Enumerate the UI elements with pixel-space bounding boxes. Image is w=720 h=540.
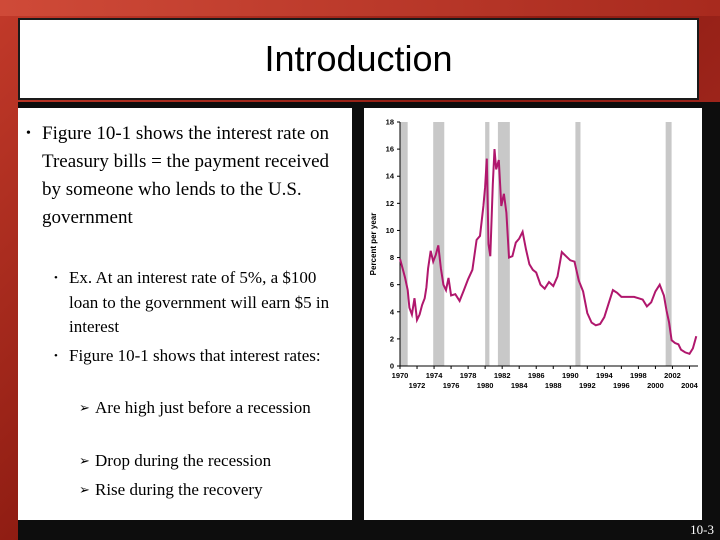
y-ticks: 0 2 4 6 8 10 12 14 16 18 (386, 118, 400, 371)
sub-bullet-2: Figure 10-1 shows that interest rates: (69, 346, 321, 365)
x-tick-label: 1976 (443, 381, 460, 390)
y-tick-label: 6 (390, 280, 394, 289)
slide-title: Introduction (264, 38, 453, 79)
x-tick-label: 1978 (460, 371, 477, 380)
x-tick-label: 1998 (630, 371, 647, 380)
recession-band (433, 122, 445, 366)
x-tick-label: 1982 (494, 371, 511, 380)
x-ticks: 1970 1974 1978 1982 1986 1990 1994 1998 2002 1972… (392, 366, 699, 390)
recession-bands (400, 122, 672, 366)
recession-band (485, 122, 490, 366)
y-tick-label: 14 (386, 172, 395, 181)
main-bullet: Figure 10-1 shows the interest rate on T… (42, 123, 330, 228)
arrow-bullet-icon: ➢ (79, 482, 90, 497)
recession-band (497, 122, 510, 366)
sub-sub-bullet-2: Drop during the recession (95, 451, 272, 470)
x-tick-label: 1990 (562, 371, 579, 380)
x-tick-label: 1996 (613, 381, 630, 390)
recession-band (400, 122, 408, 366)
sub-sub-bullet-1: Are high just before a recession (95, 398, 311, 417)
y-axis-label: Percent per year (369, 213, 378, 276)
recession-band (575, 122, 581, 366)
interest-rate-chart: 0 2 4 6 8 10 12 14 16 18 1970 1974 1978 1982 1986 1990… (369, 118, 699, 391)
rate-series-line (399, 149, 698, 355)
x-tick-label: 1980 (477, 381, 494, 390)
chart-panel: 0 2 4 6 8 10 12 14 16 18 1970 1974 1978 1982 1986 1990… (364, 108, 702, 520)
bullet-dot-icon: • (26, 126, 31, 141)
x-tick-label: 1972 (409, 381, 426, 390)
title-box: Introduction (18, 18, 699, 100)
y-tick-label: 18 (386, 118, 394, 127)
text-panel: • Figure 10-1 shows the interest rate on… (18, 108, 352, 520)
x-tick-label: 1994 (596, 371, 614, 380)
x-tick-label: 1986 (528, 371, 545, 380)
x-tick-label: 1974 (426, 371, 444, 380)
y-tick-label: 16 (386, 145, 394, 154)
slide-number: 10-3 (690, 522, 714, 537)
y-tick-label: 4 (390, 307, 395, 316)
x-tick-label: 1984 (511, 381, 529, 390)
x-tick-label: 1970 (392, 371, 409, 380)
bullet-dot-icon: • (54, 272, 58, 284)
x-tick-label: 2002 (664, 371, 681, 380)
y-tick-label: 0 (390, 362, 394, 371)
y-tick-label: 8 (390, 253, 394, 262)
top-band (0, 0, 720, 16)
arrow-bullet-icon: ➢ (79, 400, 90, 415)
x-tick-label: 2000 (647, 381, 664, 390)
x-tick-label: 2004 (681, 381, 699, 390)
bullet-dot-icon: • (54, 350, 58, 362)
recession-band (665, 122, 672, 366)
y-tick-label: 12 (386, 199, 394, 208)
arrow-bullet-icon: ➢ (79, 453, 90, 468)
sub-bullet-1: Ex. At an interest rate of 5%, a $100 lo… (69, 268, 330, 336)
x-tick-label: 1992 (579, 381, 596, 390)
y-tick-label: 2 (390, 334, 394, 343)
y-tick-label: 10 (386, 226, 394, 235)
sub-sub-bullet-3: Rise during the recovery (95, 480, 263, 499)
x-tick-label: 1988 (545, 381, 562, 390)
